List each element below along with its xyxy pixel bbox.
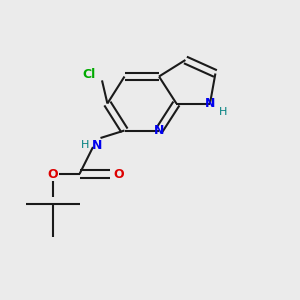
Text: O: O: [113, 167, 124, 181]
Text: H: H: [81, 140, 90, 151]
Text: N: N: [205, 97, 215, 110]
Text: N: N: [92, 139, 103, 152]
Text: N: N: [154, 124, 164, 137]
Text: Cl: Cl: [83, 68, 96, 82]
Text: O: O: [47, 167, 58, 181]
Text: H: H: [218, 107, 227, 117]
